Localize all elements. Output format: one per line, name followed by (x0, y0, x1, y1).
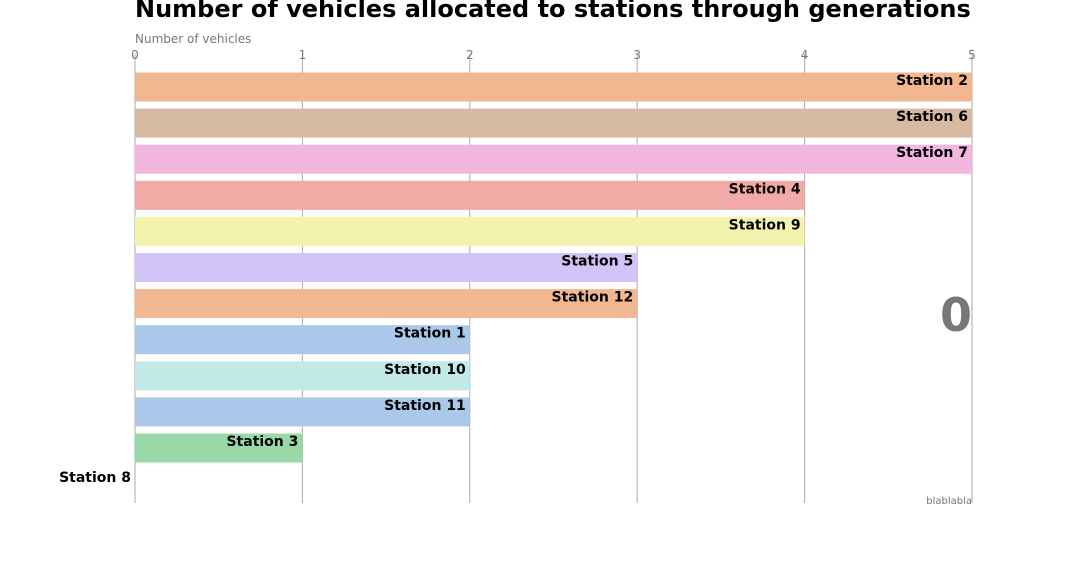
x-axis-ticks: 0 1 2 3 4 5 (131, 48, 976, 62)
bar-station-6 (135, 108, 972, 138)
bar-station-10 (135, 361, 470, 391)
bar-station-3 (135, 433, 303, 463)
x-tick-label: 3 (633, 48, 641, 62)
bars (135, 72, 972, 463)
bar-station-5 (135, 253, 638, 282)
bar-label-station-12: Station 12 (552, 290, 634, 306)
bar-label-station-8: Station 8 (59, 470, 131, 486)
bar-labels: Station 2 Station 6 Station 7 Station 4 Stat… (59, 73, 968, 486)
bar-label-station-5: Station 5 (561, 254, 633, 270)
x-tick-label: 1 (299, 48, 307, 62)
x-axis-label: Number of vehicles (135, 32, 251, 46)
bar-station-1 (135, 325, 470, 355)
bar-station-11 (135, 397, 470, 427)
bar-station-12 (135, 289, 638, 319)
bar-label-station-2: Station 2 (896, 73, 968, 89)
bar-station-4 (135, 180, 805, 210)
bar-label-station-4: Station 4 (729, 181, 801, 197)
x-tick-label: 2 (466, 48, 474, 62)
x-tick-label: 0 (131, 48, 139, 62)
bar-label-station-7: Station 7 (896, 145, 968, 161)
credit-text: blablabla (926, 496, 972, 507)
bar-label-station-11: Station 11 (384, 398, 466, 414)
bar-station-2 (135, 72, 972, 102)
bar-label-station-10: Station 10 (384, 362, 466, 378)
bar-label-station-9: Station 9 (729, 217, 801, 233)
bar-station-9 (135, 216, 805, 246)
bar-station-7 (135, 144, 972, 174)
x-tick-label: 5 (968, 48, 976, 62)
bar-label-station-6: Station 6 (896, 109, 968, 125)
bar-label-station-1: Station 1 (394, 326, 466, 342)
chart-title: Number of vehicles allocated to stations… (135, 0, 971, 23)
generation-counter: 0 (940, 288, 972, 342)
bar-label-station-3: Station 3 (226, 434, 298, 450)
x-tick-label: 4 (801, 48, 809, 62)
